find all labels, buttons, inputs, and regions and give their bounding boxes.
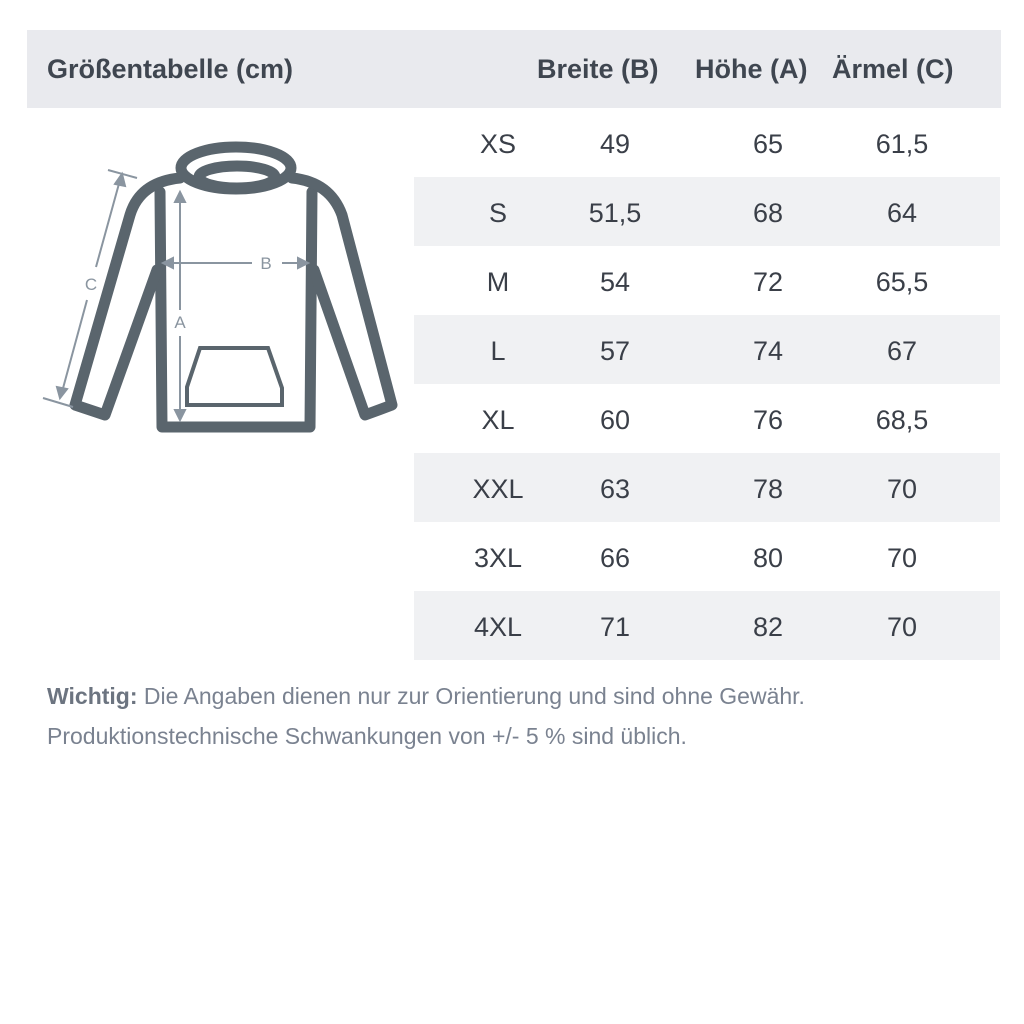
hoodie-hood-opening	[193, 160, 281, 194]
cell-hoehe: 80	[752, 543, 784, 573]
cell-breite: 54	[599, 267, 631, 297]
table-row: S 51,5 68 64	[414, 177, 1000, 246]
table-row: M 54 72 65,5	[414, 246, 1000, 315]
table-row: 3XL 66 80 70	[414, 522, 1000, 591]
cell-breite: 66	[599, 543, 631, 573]
cell-aermel: 70	[886, 474, 918, 504]
table-row: 4XL 71 82 70	[414, 591, 1000, 660]
cell-aermel: 65,5	[875, 267, 929, 297]
cell-hoehe: 74	[752, 336, 784, 366]
hoodie-body	[154, 186, 318, 433]
cell-breite: 57	[599, 336, 631, 366]
cell-size: L	[490, 336, 506, 366]
page-title: Größentabelle (cm)	[47, 54, 294, 84]
hoodie-right-sleeve	[286, 172, 398, 421]
cell-breite: 49	[599, 129, 631, 159]
cell-aermel: 68,5	[875, 405, 929, 435]
cell-breite: 71	[599, 612, 631, 642]
table-row: XS 49 65 61,5	[414, 108, 1000, 177]
table-header: Größentabelle (cm) Breite (B) Höhe (A) Ä…	[27, 30, 1001, 108]
label-c: C	[85, 275, 97, 294]
cell-size: S	[488, 198, 508, 228]
table-row: XXL 63 78 70	[414, 453, 1000, 522]
cell-hoehe: 68	[752, 198, 784, 228]
cell-size: 3XL	[473, 543, 523, 573]
disclaimer-note: Wichtig: Die Angaben dienen nur zur Orie…	[47, 676, 805, 756]
cell-size: 4XL	[473, 612, 523, 642]
cell-breite: 60	[599, 405, 631, 435]
cell-hoehe: 65	[752, 129, 784, 159]
cell-aermel: 64	[886, 198, 918, 228]
cell-aermel: 70	[886, 543, 918, 573]
table-row: L 57 74 67	[414, 315, 1000, 384]
cell-hoehe: 72	[752, 267, 784, 297]
cell-aermel: 67	[886, 336, 918, 366]
cell-hoehe: 82	[752, 612, 784, 642]
cell-aermel: 61,5	[875, 129, 929, 159]
cell-breite: 51,5	[588, 198, 642, 228]
cell-size: XL	[481, 405, 515, 435]
hoodie-diagram: A B C	[42, 141, 398, 433]
cell-aermel: 70	[886, 612, 918, 642]
cell-size: M	[486, 267, 510, 297]
cell-hoehe: 76	[752, 405, 784, 435]
table-row: XL 60 76 68,5	[414, 384, 1000, 453]
label-a: A	[174, 313, 186, 332]
column-header-aermel: Ärmel (C)	[832, 54, 954, 84]
note-label: Wichtig:	[47, 683, 138, 709]
column-header-hoehe: Höhe (A)	[695, 54, 808, 84]
cell-size: XS	[479, 129, 517, 159]
note-line-1: Die Angaben dienen nur zur Orientierung …	[137, 683, 805, 709]
label-b: B	[260, 254, 271, 273]
cell-hoehe: 78	[752, 474, 784, 504]
cell-breite: 63	[599, 474, 631, 504]
cell-size: XXL	[472, 474, 524, 504]
column-header-breite: Breite (B)	[537, 54, 659, 84]
note-line-2: Produktionstechnische Schwankungen von +…	[47, 723, 687, 749]
hoodie-pocket	[185, 346, 284, 407]
hoodie-left-sleeve	[69, 172, 186, 421]
